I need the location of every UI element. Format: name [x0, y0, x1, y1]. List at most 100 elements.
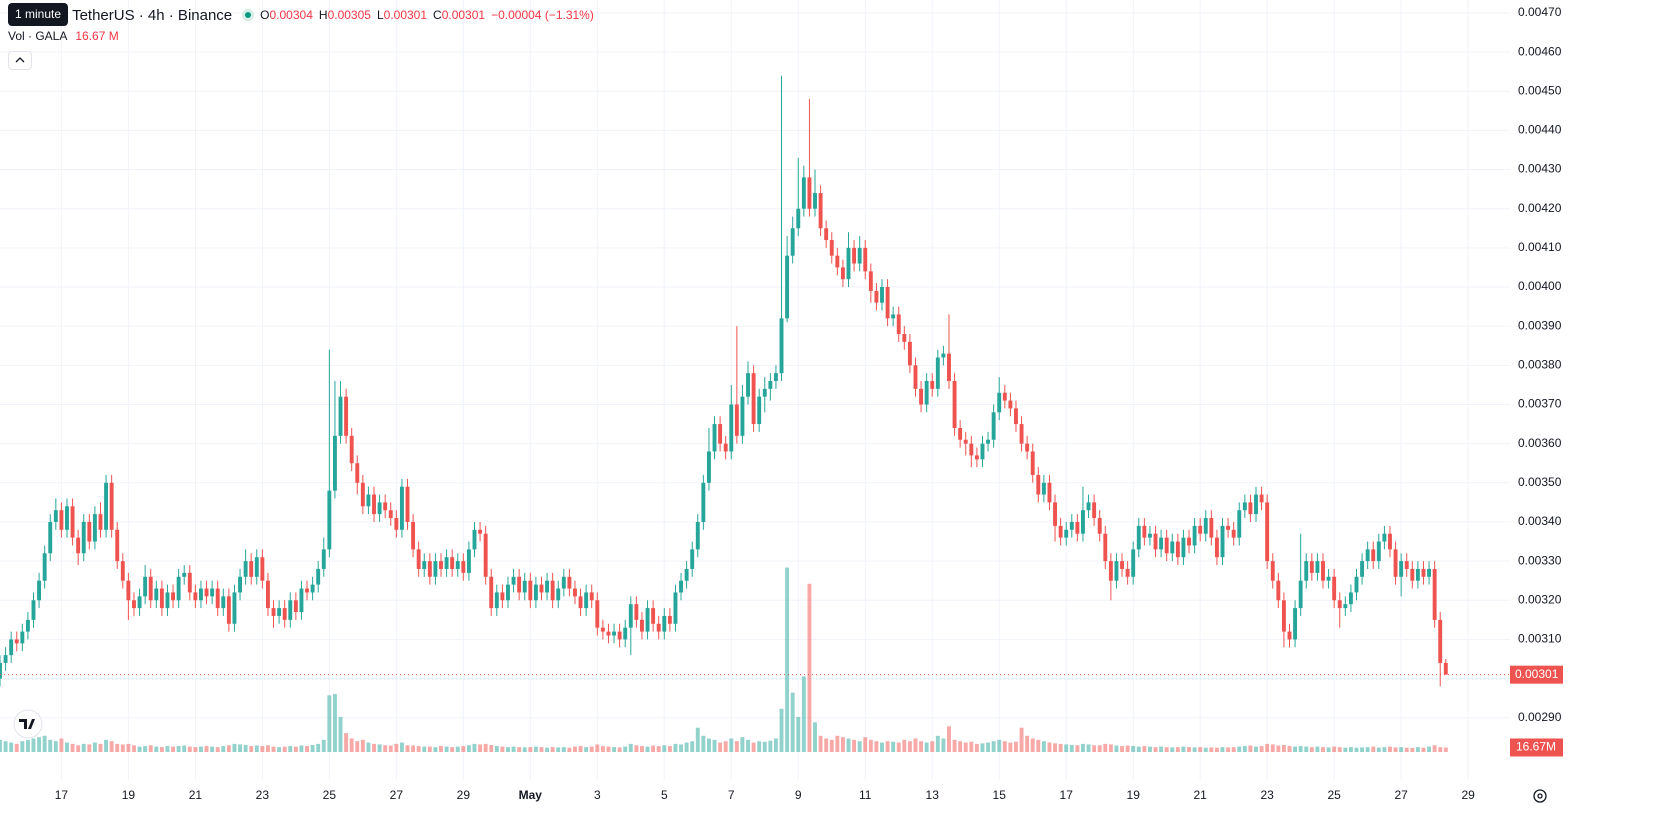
candle-body	[1019, 424, 1024, 444]
candle-body	[59, 510, 64, 530]
candle-body	[433, 561, 438, 577]
volume-bar	[991, 741, 996, 752]
volume-bar	[1371, 746, 1376, 752]
axes: 0.002900.003000.003100.003200.003300.003…	[55, 5, 1563, 802]
candle-body	[489, 576, 494, 609]
candle-body	[640, 619, 644, 632]
candle-body	[221, 596, 226, 609]
volume-bar	[98, 743, 103, 752]
volume-bar	[511, 746, 516, 752]
candle-body	[801, 177, 806, 209]
volume-bar	[1214, 747, 1219, 752]
volume-bar	[573, 746, 577, 752]
volume-bar	[533, 746, 538, 752]
candle-body	[511, 576, 516, 585]
volume-bar	[835, 735, 840, 752]
candle-body	[623, 627, 628, 640]
volume-bar	[70, 743, 75, 752]
candle-body	[1025, 443, 1030, 452]
volume-bar	[271, 746, 276, 752]
volume-bar	[567, 747, 572, 752]
candle-body	[0, 662, 2, 679]
candle-body	[176, 576, 181, 601]
volume-bar	[930, 741, 935, 752]
volume-bar	[1293, 746, 1298, 752]
candle-body	[277, 608, 282, 616]
candle-body	[1053, 502, 1057, 526]
volume-bar	[1326, 747, 1331, 752]
volume-bar	[243, 744, 248, 752]
candle-body	[265, 580, 270, 609]
candle-body	[1175, 541, 1180, 558]
volume-bar	[606, 746, 611, 752]
candle-body	[506, 584, 510, 601]
volume-bar	[0, 739, 2, 752]
volume-bar	[556, 747, 561, 752]
candle-body	[986, 439, 991, 444]
volume-legend: Vol · GALA 16.67 M	[8, 29, 119, 43]
volume-bar	[466, 745, 471, 752]
volume-bar	[628, 743, 633, 752]
volume-bar	[1360, 747, 1365, 752]
volume-bar	[695, 727, 700, 752]
candle-body	[533, 584, 538, 601]
volume-bar	[1388, 746, 1392, 752]
volume-bar	[768, 740, 773, 752]
volume-bar	[1438, 747, 1443, 752]
volume-bar	[232, 743, 237, 752]
volume-bar	[701, 735, 706, 752]
volume-bar	[902, 739, 907, 752]
volume-title[interactable]: Vol · GALA	[8, 29, 68, 43]
candle-body	[394, 518, 399, 530]
volume-bar	[444, 746, 449, 752]
volume-bar	[829, 739, 834, 752]
candle-body	[411, 521, 416, 550]
y-tick-label: 0.00370	[1518, 397, 1562, 411]
symbol-title[interactable]: / TetherUS · 4h · Binance	[64, 6, 233, 24]
candle-body	[550, 580, 555, 601]
volume-bar	[1153, 747, 1158, 752]
market-status[interactable]	[242, 9, 255, 21]
candle-body	[154, 588, 159, 601]
candle-body	[1415, 568, 1420, 581]
candle-body	[120, 561, 125, 581]
candle-body	[690, 549, 695, 569]
volume-bar	[723, 741, 728, 752]
volume-bar	[344, 733, 349, 752]
volume-bar	[919, 741, 924, 752]
volume-bar	[1287, 746, 1292, 752]
volume-bar	[941, 738, 946, 752]
candle-body	[656, 623, 661, 632]
volume-bar	[1192, 747, 1197, 752]
candle-body	[293, 600, 298, 613]
candle-body	[282, 608, 287, 620]
x-tick-label: 27	[1394, 788, 1408, 802]
candle-body	[1103, 533, 1108, 562]
candle-body	[232, 592, 237, 624]
volume-bar	[801, 676, 806, 752]
candle-body	[885, 287, 890, 319]
y-tick-label: 0.00380	[1518, 358, 1562, 372]
candle-body	[14, 639, 19, 644]
volume-bar	[260, 746, 265, 752]
volume-tag	[1510, 738, 1563, 757]
volume-bar	[1181, 746, 1186, 752]
collapse-button[interactable]	[8, 51, 32, 70]
tradingview-logo[interactable]	[13, 709, 43, 739]
candle-body	[1226, 525, 1231, 530]
candle-body	[53, 510, 58, 522]
volume-bar	[1125, 745, 1130, 752]
volume-bar	[1427, 746, 1432, 752]
candle-body	[556, 588, 561, 601]
volume-bar	[187, 746, 192, 752]
volume-bar	[120, 744, 125, 752]
candle-body	[344, 396, 349, 436]
volume-bar	[14, 743, 19, 752]
candle-body	[673, 592, 678, 624]
candle-body	[723, 443, 728, 452]
candle-body	[1187, 537, 1191, 546]
candle-body	[1404, 561, 1409, 569]
volume-bar	[612, 747, 617, 752]
settings-icon[interactable]	[1533, 789, 1547, 803]
ohlc-value: 0.00301	[441, 8, 486, 22]
